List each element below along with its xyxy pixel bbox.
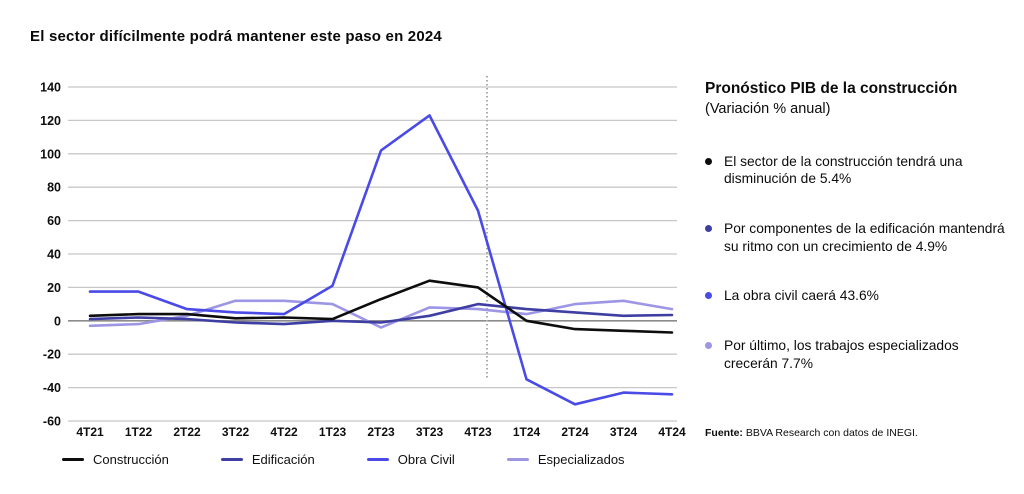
source-text: BBVA Research con datos de INEGI.: [742, 427, 918, 439]
legend-label: Especializados: [537, 452, 625, 467]
bullet-marker-especializados: [705, 341, 712, 349]
series-line-obra-civil: [88, 114, 674, 406]
series-line-construcción: [88, 279, 674, 334]
y-tick-label: 120: [40, 114, 61, 128]
bullet-especializados: Por último, los trabajos especializados …: [705, 337, 1013, 372]
x-tick-label: 4T21: [76, 425, 104, 439]
chart-title: El sector difícilmente podrá mantener es…: [30, 28, 442, 45]
x-tick-label: 3T22: [222, 425, 250, 439]
x-tick-label: 4T24: [658, 425, 686, 439]
x-tick-label: 1T23: [319, 425, 347, 439]
legend-item-especializados: Especializados: [506, 452, 625, 467]
bullet-text: La obra civil caerá 43.6%: [724, 288, 879, 304]
x-tick-label: 1T24: [513, 425, 541, 439]
forecast-panel: Pronóstico PIB de la construcción (Varia…: [705, 80, 1013, 404]
chart-legend: Construcción Edificación Obra Civil Espe…: [62, 452, 625, 467]
x-tick-label: 1T22: [125, 425, 153, 439]
x-tick-label: 2T22: [173, 425, 201, 439]
bullet-edificacion: Por componentes de la edificación manten…: [705, 220, 1013, 255]
y-tick-label: -60: [43, 415, 61, 429]
series-line-edificación: [88, 302, 674, 326]
x-tick-label: 2T24: [561, 425, 589, 439]
legend-item-obra-civil: Obra Civil: [366, 452, 455, 467]
forecast-bullets: El sector de la construcción tendrá una …: [705, 153, 1013, 373]
bullet-marker-obra-civil: [705, 292, 712, 300]
y-tick-label: -20: [43, 348, 61, 362]
bullet-marker-edificacion: [705, 224, 712, 232]
x-tick-label: 2T23: [367, 425, 395, 439]
bullet-sector: El sector de la construcción tendrá una …: [705, 153, 1013, 188]
legend-label: Obra Civil: [397, 452, 455, 467]
y-tick-label: 20: [47, 281, 61, 295]
bullet-text: El sector de la construcción tendrá una …: [724, 153, 963, 187]
line-chart: 140 120 100 80 60 40 20 0 -20 -40 -60 4T21 1T22 2T22 3…: [40, 76, 686, 439]
x-tick-label: 3T23: [416, 425, 444, 439]
panel-subheading: (Variación % anual): [705, 100, 831, 117]
source-note: Fuente: BBVA Research con datos de INEGI…: [705, 427, 918, 439]
edificacion-line-swatch: [220, 458, 243, 461]
bullet-text: Por último, los trabajos especializados …: [724, 337, 959, 371]
bullet-marker-construccion: [705, 157, 712, 165]
bullet-text: Por componentes de la edificación manten…: [724, 220, 1005, 254]
y-tick-label: 60: [47, 214, 61, 228]
legend-item-construccion: Construcción: [62, 452, 169, 467]
y-tick-label: 40: [47, 248, 61, 262]
bullet-obra-civil: La obra civil caerá 43.6%: [705, 287, 1013, 305]
y-tick-label: 100: [40, 147, 61, 161]
x-tick-label: 4T22: [270, 425, 298, 439]
obra-civil-line-swatch: [366, 458, 389, 461]
y-tick-label: -40: [43, 381, 61, 395]
panel-heading: Pronóstico PIB de la construcción: [705, 80, 958, 97]
construccion-line-swatch: [62, 458, 84, 461]
legend-label: Edificación: [251, 452, 315, 467]
legend-label: Construcción: [93, 452, 169, 467]
x-tick-label: 4T23: [464, 425, 492, 439]
y-tick-label: 140: [40, 81, 61, 95]
series-line-especializados: [88, 299, 674, 329]
x-tick-label: 3T24: [610, 425, 638, 439]
legend-item-edificacion: Edificación: [220, 452, 315, 467]
especializados-line-swatch: [506, 458, 529, 461]
y-tick-label: 0: [54, 314, 61, 328]
y-tick-label: 80: [47, 181, 61, 195]
source-label: Fuente:: [705, 427, 743, 439]
